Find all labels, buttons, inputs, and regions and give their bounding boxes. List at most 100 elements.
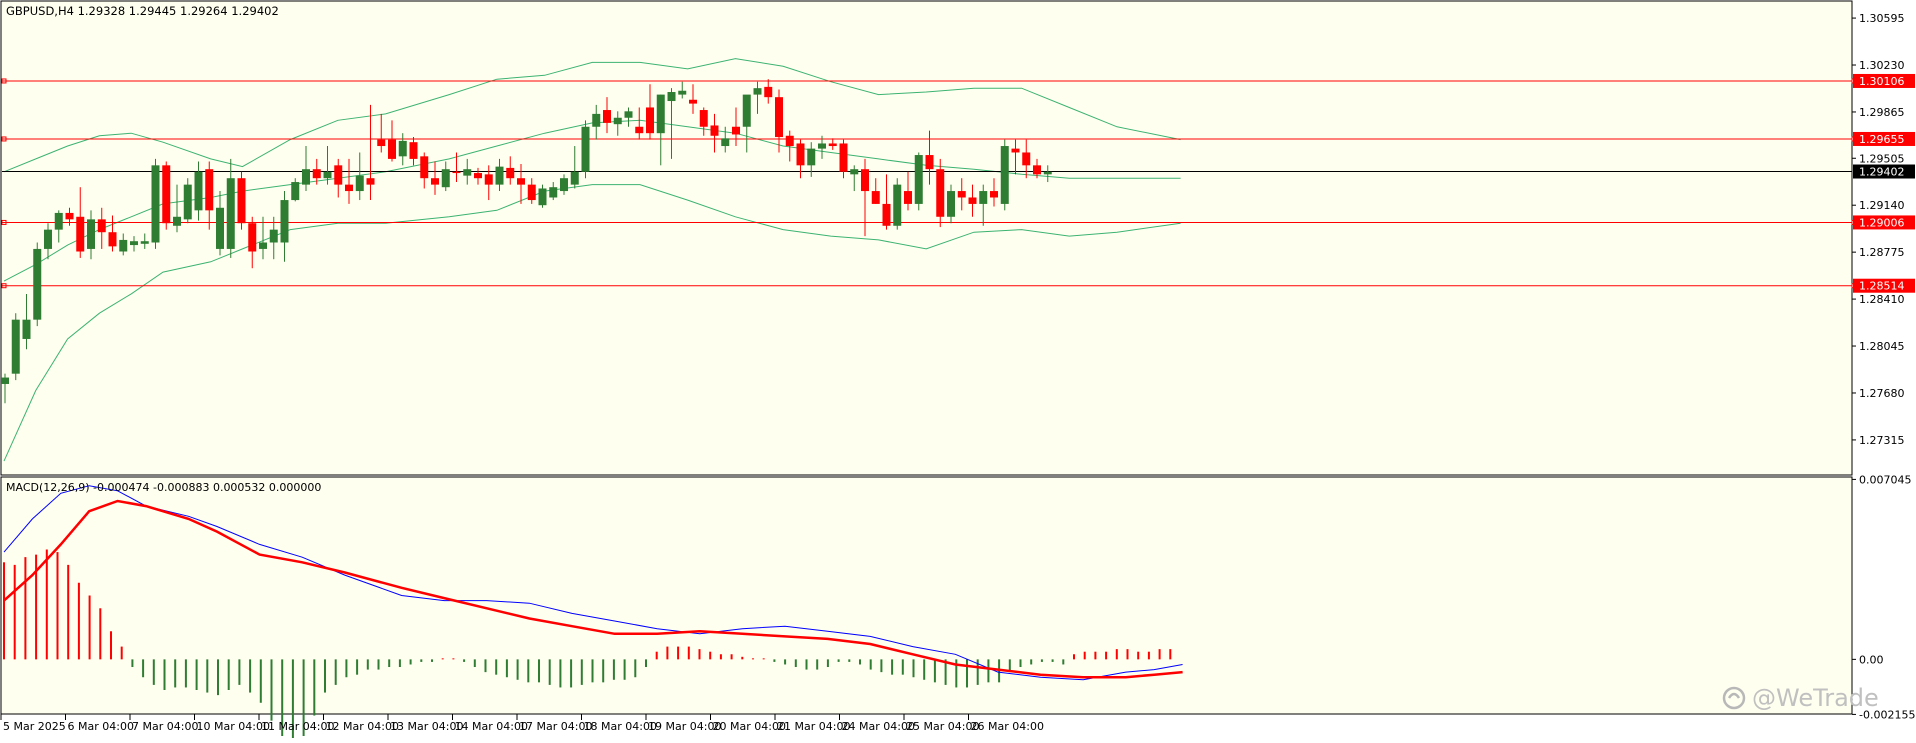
candle-body [689,99,697,104]
level-price-tag [1853,73,1915,88]
level-anchor-1 [1,78,7,84]
bollinger-upper-line [3,58,1181,173]
candle-body [420,156,429,179]
candle-body [474,173,482,179]
price-tick-label: 1.28410 [1859,293,1905,306]
level-price-label: 1.30106 [1859,75,1905,88]
candle-body [656,94,665,134]
candle-body [517,178,525,185]
time-tick-label: 19 Mar 04:00 [648,720,721,733]
price-tick-label: 1.28775 [1859,246,1905,259]
level-anchor-2 [1,136,7,142]
candle-body [237,178,246,224]
candle-body [646,107,654,134]
candle-body [409,142,418,159]
candle-body [1022,152,1031,166]
candle-body [699,110,708,127]
candle-body [65,212,74,220]
candle-body [97,219,106,233]
candle-body [592,113,601,127]
candle-body [721,138,730,147]
candle-body [345,184,353,192]
candle-body [248,223,257,252]
time-tick-label: 21 Mar 04:00 [777,720,850,733]
candle-body [581,126,590,172]
level-price-tag [1853,131,1915,146]
candle-body [495,166,504,185]
candle-body [570,171,579,185]
candle-body [957,191,966,198]
candle-body [710,125,719,136]
price-tick-label: 1.30230 [1859,59,1905,72]
candle-body [796,143,805,166]
candle-body [388,139,396,159]
candle-body [850,169,859,175]
macd-panel[interactable] [0,476,1853,715]
candle-body [108,232,117,247]
candle-body [183,184,192,220]
signal-line [3,499,1183,679]
macd-header: MACD(12,26,9) -0.000474 -0.000883 0.0005… [6,481,321,494]
candle-body [882,203,891,226]
time-tick-label: 20 Mar 04:00 [713,720,786,733]
candle-body [431,178,439,185]
candle-body [904,191,912,204]
level-price-label: 1.29655 [1859,133,1905,146]
candle-body [140,241,149,244]
candle-body [1000,146,1009,204]
candle-body [33,248,42,320]
price-panel[interactable] [0,0,1853,476]
candle-body [925,155,934,170]
candle-body [1,377,9,384]
time-tick-label: 25 Mar 04:00 [906,720,979,733]
candle-body [914,155,923,204]
price-tick-label: 1.30595 [1859,12,1905,25]
candle-body [678,90,687,95]
candle-body [667,92,676,102]
wetrade-logo-icon [1722,686,1746,710]
candle-body [1043,171,1052,175]
price-tick-label: 1.27680 [1859,387,1905,400]
candle-body [613,117,622,125]
candle-body [1011,148,1020,153]
macd-indicator [3,485,1183,742]
candle-body [11,319,20,374]
candle-body [538,188,547,206]
candle-body [603,110,611,123]
candle-body [463,169,472,176]
level-price-tag [1853,215,1915,230]
time-tick-label: 10 Mar 04:00 [197,720,270,733]
candle-body [764,86,773,98]
candle-body [355,175,364,192]
candle-body [302,169,310,185]
symbol-header: GBPUSD,H4 1.29328 1.29445 1.29264 1.2940… [6,4,279,18]
level-anchor-4 [1,283,7,289]
candle-body [775,97,783,138]
price-tick-label: 1.29505 [1859,152,1905,165]
candle-body [291,182,300,201]
candle-body [259,242,267,249]
time-tick-label: 17 Mar 04:00 [519,720,592,733]
candle-body [280,200,289,243]
candle-body [785,135,794,147]
candle-body [312,169,321,179]
candle-body [742,94,751,127]
level-price-label: 1.28514 [1859,280,1905,293]
time-tick-label: 6 Mar 04:00 [68,720,134,733]
current-price-tag [1853,164,1915,179]
candle-body [76,216,85,252]
time-tick-label: 24 Mar 04:00 [842,720,915,733]
level-price-label: 1.29006 [1859,216,1905,229]
candle-body [861,169,869,192]
time-tick-label: 18 Mar 04:00 [584,720,657,733]
candle-body [506,167,515,179]
time-tick-label: 5 Mar 2025 [3,720,66,733]
candle-body [979,191,988,204]
candle-body [194,171,203,211]
time-tick-label: 13 Mar 04:00 [390,720,463,733]
candle-body [366,178,375,185]
candle-body [216,207,224,249]
candle-body [226,178,235,249]
